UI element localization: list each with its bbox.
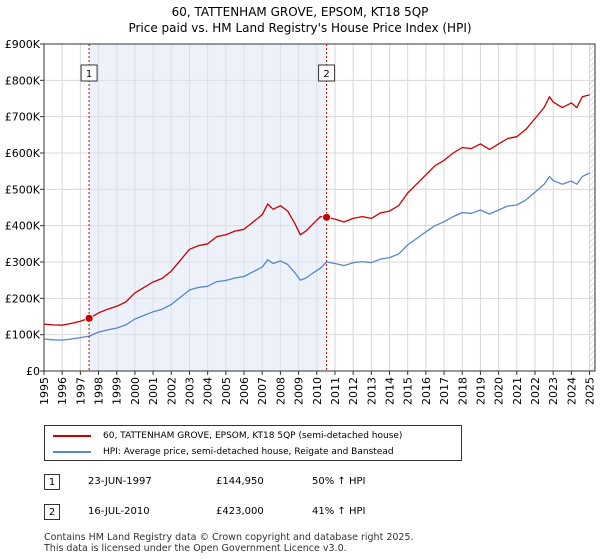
series-line-property [43, 94, 590, 326]
x-tick-label: 2019 [474, 377, 487, 405]
footer-licence: This data is licensed under the Open Gov… [44, 543, 347, 554]
x-tick-label: 2000 [129, 377, 142, 405]
x-tick-label: 2020 [493, 377, 506, 405]
y-tick-label: £100K [5, 329, 41, 342]
sale-marker-label-1: 1 [86, 69, 92, 80]
chart-title: 60, TATTENHAM GROVE, EPSOM, KT18 5QP [171, 5, 429, 19]
sale-badge-1: 1 [44, 474, 60, 490]
x-tick-label: 2002 [165, 377, 178, 405]
x-tick-label: 2006 [238, 377, 251, 405]
legend-item-property: 60, TATTENHAM GROVE, EPSOM, KT18 5QP (se… [53, 428, 402, 444]
x-tick-label: 2014 [384, 377, 397, 405]
x-tick-label: 2007 [256, 377, 269, 405]
sale-price-1: £144,950 [216, 476, 264, 487]
legend-label-property: 60, TATTENHAM GROVE, EPSOM, KT18 5QP (se… [103, 431, 403, 441]
legend-label-hpi: HPI: Average price, semi-detached house,… [103, 447, 394, 457]
y-tick-label: £400K [5, 220, 41, 233]
sale-hpi-1: 50% ↑ HPI [312, 476, 366, 487]
sale-period-band [89, 44, 327, 371]
legend-item-hpi: HPI: Average price, semi-detached house,… [53, 444, 394, 460]
plot-frame [43, 43, 596, 372]
x-tick-label: 2016 [420, 377, 433, 405]
x-tick-label: 2008 [274, 377, 287, 405]
chart-legend: 60, TATTENHAM GROVE, EPSOM, KT18 5QP (se… [44, 425, 462, 461]
x-tick-label: 2024 [565, 377, 578, 405]
x-tick-label: 2009 [293, 377, 306, 405]
y-tick-label: £300K [5, 256, 41, 269]
sale-date-1: 23-JUN-1997 [88, 476, 152, 487]
x-tick-label: 2022 [529, 377, 542, 405]
x-tick-label: 2021 [511, 377, 524, 405]
y-tick-label: £800K [5, 74, 41, 87]
x-tick-label: 2025 [584, 377, 597, 405]
sale-hpi-2: 41% ↑ HPI [312, 506, 366, 517]
x-tick-label: 1998 [93, 377, 106, 405]
x-tick-label: 1997 [74, 377, 87, 405]
legend-swatch-property [53, 435, 91, 437]
chart-subtitle: Price paid vs. HM Land Registry's House … [128, 21, 472, 35]
footer-copyright: Contains HM Land Registry data © Crown c… [44, 532, 414, 543]
sale-marker-box-1 [80, 64, 98, 82]
y-tick-label: £900K [5, 38, 41, 51]
x-tick-label: 2004 [202, 377, 215, 405]
x-tick-label: 1995 [38, 377, 51, 405]
sale-price-2: £423,000 [216, 506, 264, 517]
sale-badge-2: 2 [44, 504, 60, 520]
x-tick-label: 2012 [347, 377, 360, 405]
sale-marker-box-2 [318, 64, 336, 82]
x-tick-label: 2005 [220, 377, 233, 405]
x-tick-label: 2010 [311, 377, 324, 405]
x-tick-label: 2013 [365, 377, 378, 405]
y-tick-label: £200K [5, 292, 41, 305]
sale-date-2: 16-JUL-2010 [88, 506, 150, 517]
y-tick-label: £700K [5, 111, 41, 124]
sale-marker-label-2: 2 [323, 69, 329, 80]
series-line-hpi [43, 172, 590, 341]
x-tick-label: 2023 [547, 377, 560, 405]
x-tick-label: 2015 [402, 377, 415, 405]
x-tick-label: 2001 [147, 377, 160, 405]
x-tick-label: 1996 [56, 377, 69, 405]
forecast-hatch [589, 44, 595, 371]
x-tick-label: 2018 [456, 377, 469, 405]
x-tick-label: 1999 [111, 377, 124, 405]
y-tick-label: £0 [26, 365, 40, 378]
sale-point-1 [84, 313, 94, 323]
y-tick-label: £500K [5, 183, 41, 196]
price-chart: 1995 1996 1997 1998 1999 2000 2001 2002 2003 2004… [5, 38, 597, 405]
sale-point-2 [322, 212, 331, 222]
legend-swatch-hpi [53, 451, 91, 453]
y-tick-label: £600K [5, 147, 41, 160]
x-tick-label: 2011 [329, 377, 342, 405]
x-tick-label: 2003 [183, 377, 196, 405]
x-tick-label: 2017 [438, 377, 451, 405]
